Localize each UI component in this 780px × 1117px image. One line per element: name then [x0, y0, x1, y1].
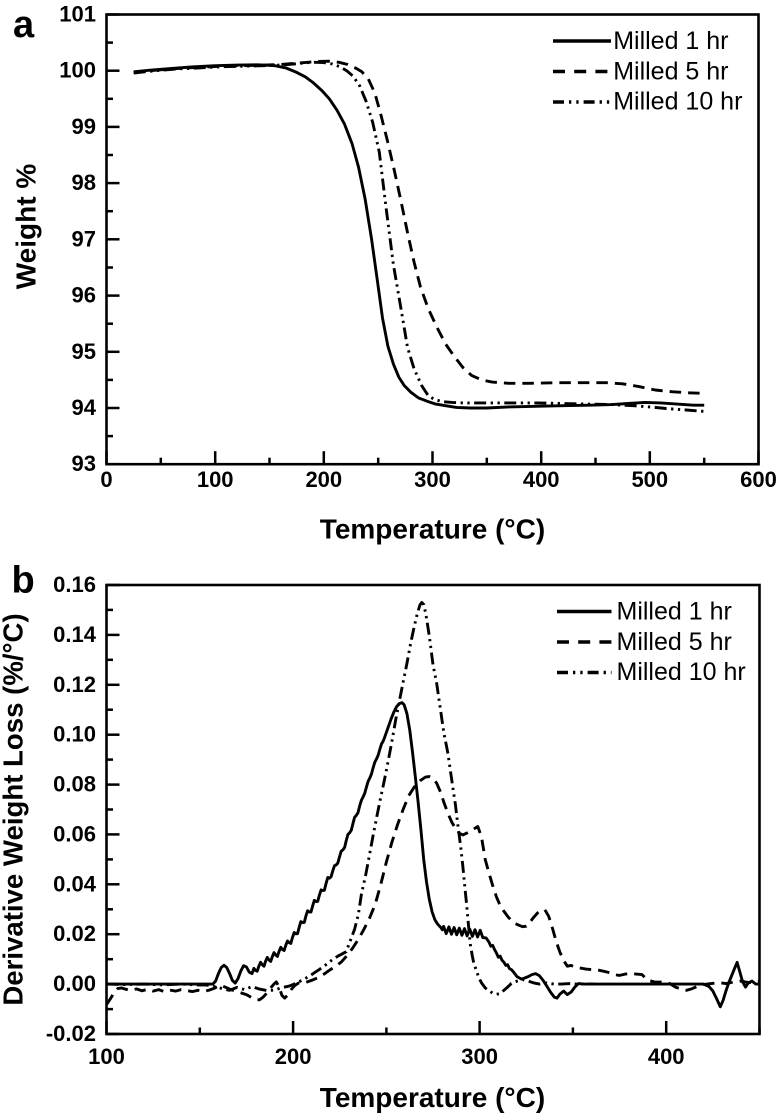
svg-text:300: 300	[461, 1044, 498, 1069]
svg-text:0.16: 0.16	[53, 572, 96, 597]
svg-text:0.14: 0.14	[53, 622, 97, 647]
svg-text:99: 99	[72, 114, 96, 139]
svg-text:98: 98	[72, 170, 96, 195]
svg-text:500: 500	[631, 467, 668, 492]
svg-text:300: 300	[414, 467, 451, 492]
svg-text:400: 400	[523, 467, 560, 492]
svg-text:200: 200	[305, 467, 342, 492]
svg-text:100: 100	[197, 467, 234, 492]
svg-text:Milled 1 hr: Milled 1 hr	[613, 27, 728, 55]
svg-text:Temperature (°C): Temperature (°C)	[320, 514, 545, 545]
svg-text:0.00: 0.00	[53, 971, 96, 996]
svg-text:0.02: 0.02	[53, 921, 96, 946]
svg-text:b: b	[12, 560, 35, 602]
svg-text:Milled 10 hr: Milled 10 hr	[617, 658, 746, 686]
svg-text:0.08: 0.08	[53, 772, 96, 797]
svg-text:101: 101	[59, 2, 96, 27]
svg-text:Milled 5 hr: Milled 5 hr	[613, 57, 728, 85]
svg-text:-0.02: -0.02	[46, 1021, 96, 1046]
svg-text:600: 600	[740, 467, 777, 492]
svg-text:0.12: 0.12	[53, 672, 96, 697]
svg-text:97: 97	[72, 226, 96, 251]
svg-text:Milled 1 hr: Milled 1 hr	[617, 598, 732, 626]
svg-text:0.04: 0.04	[53, 871, 97, 896]
svg-text:Temperature (°C): Temperature (°C)	[320, 1082, 545, 1113]
svg-text:0.06: 0.06	[53, 821, 96, 846]
svg-text:400: 400	[648, 1044, 685, 1069]
svg-text:Milled 5 hr: Milled 5 hr	[617, 628, 732, 656]
svg-text:Milled 10 hr: Milled 10 hr	[613, 88, 742, 116]
svg-text:200: 200	[275, 1044, 312, 1069]
svg-text:94: 94	[72, 395, 97, 420]
svg-text:0.10: 0.10	[53, 722, 96, 747]
svg-text:a: a	[13, 4, 35, 46]
svg-text:100: 100	[59, 58, 96, 83]
svg-text:Derivative Weight Loss (%/°C): Derivative Weight Loss (%/°C)	[0, 613, 29, 1005]
svg-text:Weight %: Weight %	[11, 164, 42, 290]
svg-text:0: 0	[100, 467, 112, 492]
svg-text:93: 93	[72, 451, 96, 476]
svg-text:95: 95	[72, 339, 96, 364]
svg-text:100: 100	[88, 1044, 125, 1069]
svg-text:96: 96	[72, 283, 96, 308]
